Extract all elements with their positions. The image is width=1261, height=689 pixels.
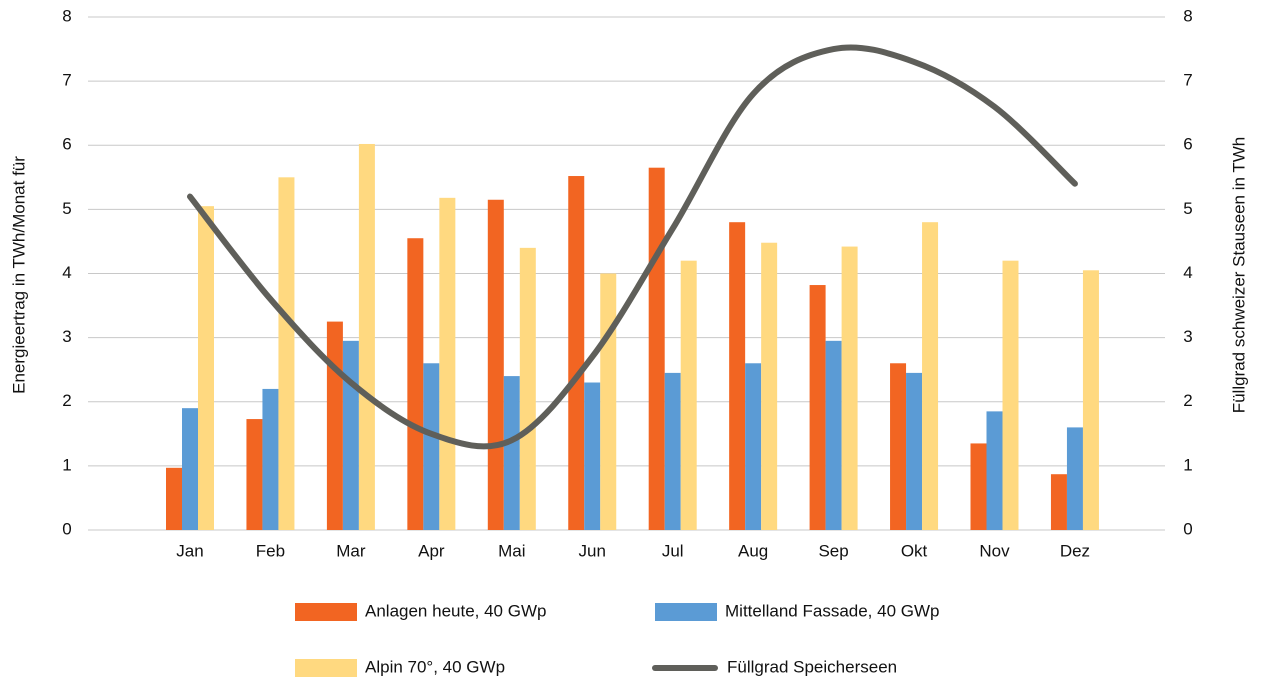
legend-swatch	[295, 659, 357, 677]
y-axis-label: Energieertrag in TWh/Monat für	[9, 156, 28, 394]
bar	[729, 222, 746, 530]
x-tick-label: Okt	[901, 541, 928, 560]
x-tick-label: Aug	[738, 541, 768, 560]
bar	[745, 363, 762, 530]
y-tick-label: 1	[62, 455, 71, 474]
bar	[358, 143, 375, 530]
y-tick-label: 0	[62, 519, 71, 538]
x-tick-label: Mai	[498, 541, 525, 560]
y-tick-label: 7	[62, 71, 71, 90]
line	[187, 44, 1078, 450]
bar	[600, 273, 617, 530]
y2-tick-label: 0	[1183, 519, 1192, 538]
bar	[986, 411, 1003, 530]
x-tick-label: Dez	[1060, 541, 1090, 560]
bar	[1066, 427, 1083, 530]
bar	[326, 321, 343, 530]
bar	[890, 363, 907, 530]
bar	[970, 443, 987, 530]
bar	[568, 176, 585, 530]
legend-label: Mittelland Fassade, 40 GWp	[725, 601, 939, 620]
y-tick-label: 8	[62, 6, 71, 25]
bar	[407, 238, 424, 530]
bar	[906, 372, 923, 530]
y2-tick-label: 7	[1183, 71, 1192, 90]
bar	[166, 467, 182, 530]
bar	[262, 388, 279, 530]
bar	[198, 206, 214, 530]
bar	[1082, 270, 1099, 530]
x-tick-label: Jan	[176, 541, 203, 560]
bar	[584, 382, 601, 530]
bar	[246, 419, 263, 530]
bar	[519, 247, 536, 530]
bar	[841, 246, 858, 530]
y2-tick-label: 6	[1183, 135, 1192, 154]
bar	[1050, 474, 1067, 530]
x-tick-label: Apr	[418, 541, 445, 560]
x-tick-label: Sep	[818, 541, 848, 560]
bar	[809, 285, 826, 530]
bar	[761, 242, 778, 530]
bar	[342, 340, 359, 530]
bar	[664, 372, 681, 530]
bar	[825, 340, 842, 530]
x-tick-label: Mar	[336, 541, 366, 560]
legend-swatch	[295, 603, 357, 621]
y2-axis-label: Füllgrad schweizer Stauseen in TWh	[1229, 137, 1248, 414]
y2-tick-label: 2	[1183, 391, 1192, 410]
x-tick-label: Jun	[579, 541, 606, 560]
bar	[278, 177, 295, 530]
legend-label: Anlagen heute, 40 GWp	[365, 601, 546, 620]
bar	[922, 222, 939, 530]
y2-tick-label: 1	[1183, 455, 1192, 474]
x-tick-label: Jul	[662, 541, 684, 560]
bar	[1002, 260, 1019, 530]
bar	[648, 167, 665, 530]
bar	[182, 408, 198, 530]
y2-tick-label: 8	[1183, 6, 1192, 25]
y-tick-label: 2	[62, 391, 71, 410]
y-tick-label: 5	[62, 199, 71, 218]
legend-label: Alpin 70°, 40 GWp	[365, 657, 505, 676]
bar	[487, 199, 504, 530]
x-tick-label: Feb	[256, 541, 285, 560]
x-tick-label: Nov	[979, 541, 1010, 560]
y-tick-label: 6	[62, 135, 71, 154]
y2-tick-label: 5	[1183, 199, 1192, 218]
y2-tick-label: 3	[1183, 327, 1192, 346]
bar	[439, 197, 456, 530]
legend-label: Füllgrad Speicherseen	[727, 657, 897, 676]
y-tick-label: 4	[62, 263, 71, 282]
bar	[503, 376, 520, 530]
legend-swatch	[655, 603, 717, 621]
y2-tick-label: 4	[1183, 263, 1192, 282]
y-tick-label: 3	[62, 327, 71, 346]
bar	[423, 363, 440, 530]
bar	[680, 260, 697, 530]
